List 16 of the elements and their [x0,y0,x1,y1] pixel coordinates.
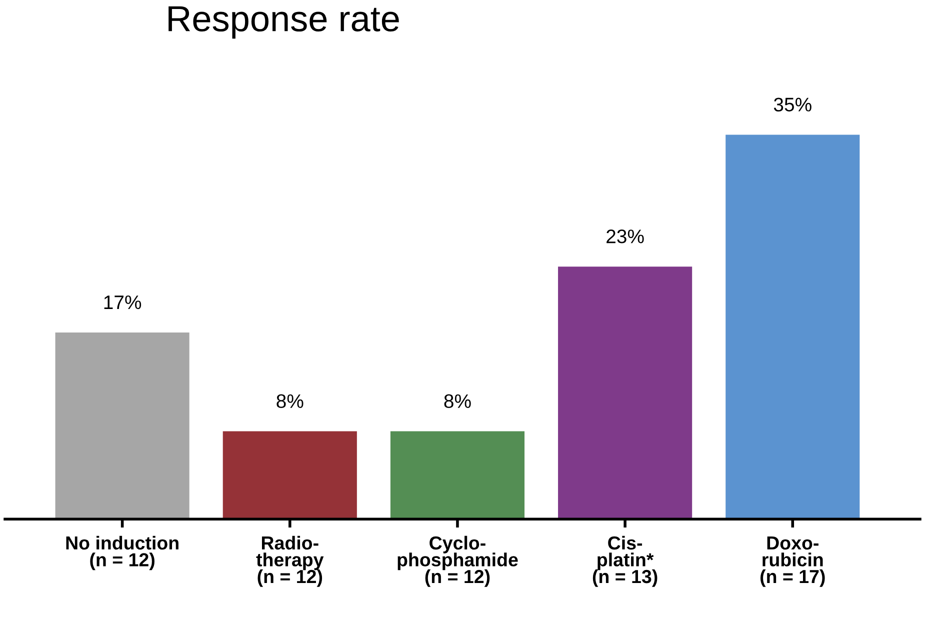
data-label: 8% [276,394,304,408]
bar [55,332,190,520]
bar [222,431,357,520]
bar [390,431,525,520]
x-tick-label: Radio- therapy (n = 12) [256,536,324,587]
bar [558,266,692,520]
data-label: 23% [606,230,644,244]
bar [726,134,860,520]
chart-title: Response rate [168,6,399,39]
x-tick-label: Doxo- rubicin (n = 17) [760,536,825,587]
x-tick-label: Cyclo- phosphamide (n = 12) [398,536,518,587]
x-tick-label: Cis- platin* (n = 13) [592,536,658,587]
data-label: 8% [444,394,471,408]
data-label: 35% [774,98,812,112]
x-tick-label: No induction (n = 12) [66,536,178,570]
data-label: 17% [104,295,142,310]
